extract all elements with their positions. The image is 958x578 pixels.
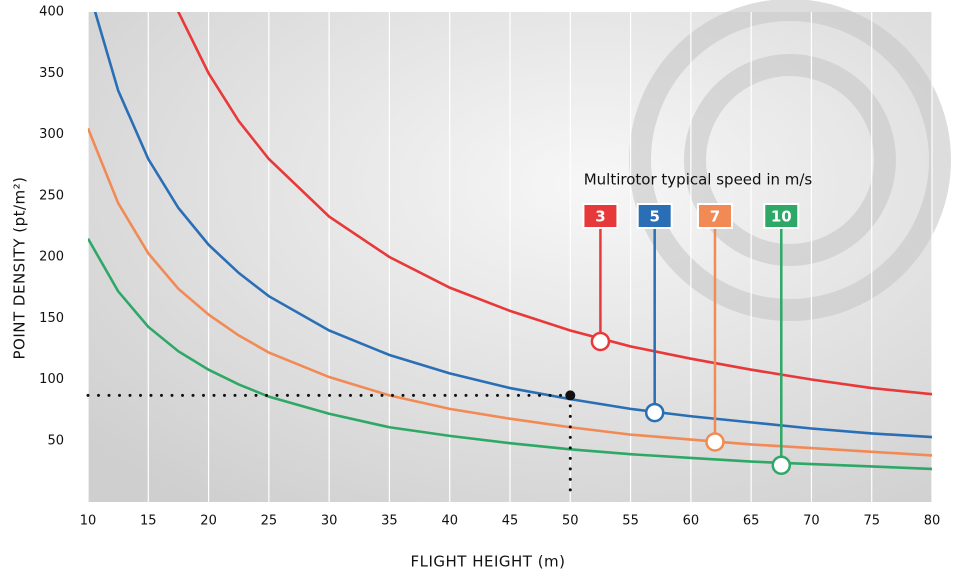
y-tick-label: 50 (47, 433, 64, 448)
legend-label: 3 (595, 208, 605, 226)
x-tick-label: 25 (261, 514, 278, 529)
x-tick-label: 45 (502, 514, 519, 529)
annotation: Multirotor typical speed in m/s (584, 171, 813, 189)
legend-label: 10 (771, 208, 792, 226)
x-tick-label: 75 (863, 514, 880, 529)
speed-marker (771, 455, 792, 475)
x-tick-label: 35 (381, 514, 398, 529)
y-tick-label: 300 (39, 127, 64, 142)
y-tick-label: 400 (39, 5, 64, 20)
x-tick-label: 20 (200, 514, 217, 529)
legend-box (696, 203, 733, 229)
y-tick-label: 250 (39, 188, 64, 203)
y-axis-title: POINT DENSITY (pt/m²) (11, 177, 29, 360)
speed-marker (705, 432, 725, 452)
series-line (88, 127, 932, 457)
y-tick-label: 100 (39, 372, 64, 387)
x-tick-label: 40 (441, 514, 458, 529)
x-tick-label: 55 (622, 514, 639, 529)
x-tick-label: 15 (140, 514, 157, 529)
reference-point (565, 390, 576, 401)
x-tick-label: 30 (321, 514, 338, 529)
y-tick-label: 200 (39, 250, 64, 265)
legend-box (636, 203, 673, 229)
x-tick-label: 80 (924, 514, 941, 529)
legend-box (582, 203, 619, 229)
x-axis-title: FLIGHT HEIGHT (m) (410, 553, 565, 571)
y-tick-label: 150 (39, 311, 64, 326)
x-tick-label: 65 (743, 514, 760, 529)
series-line (88, 237, 932, 471)
series-line (177, 12, 932, 396)
legend-label: 5 (649, 208, 659, 226)
speed-marker (590, 331, 611, 352)
x-tick-label: 70 (803, 514, 820, 529)
watermark (629, 0, 951, 321)
speed-marker (644, 402, 665, 423)
x-tick-label: 50 (562, 514, 579, 529)
x-tick-label: 10 (80, 514, 97, 529)
y-tick-label: 350 (39, 66, 64, 81)
series-line (93, 12, 932, 439)
x-tick-label: 60 (683, 514, 700, 529)
legend-box (763, 203, 800, 229)
legend-label: 7 (710, 208, 720, 226)
